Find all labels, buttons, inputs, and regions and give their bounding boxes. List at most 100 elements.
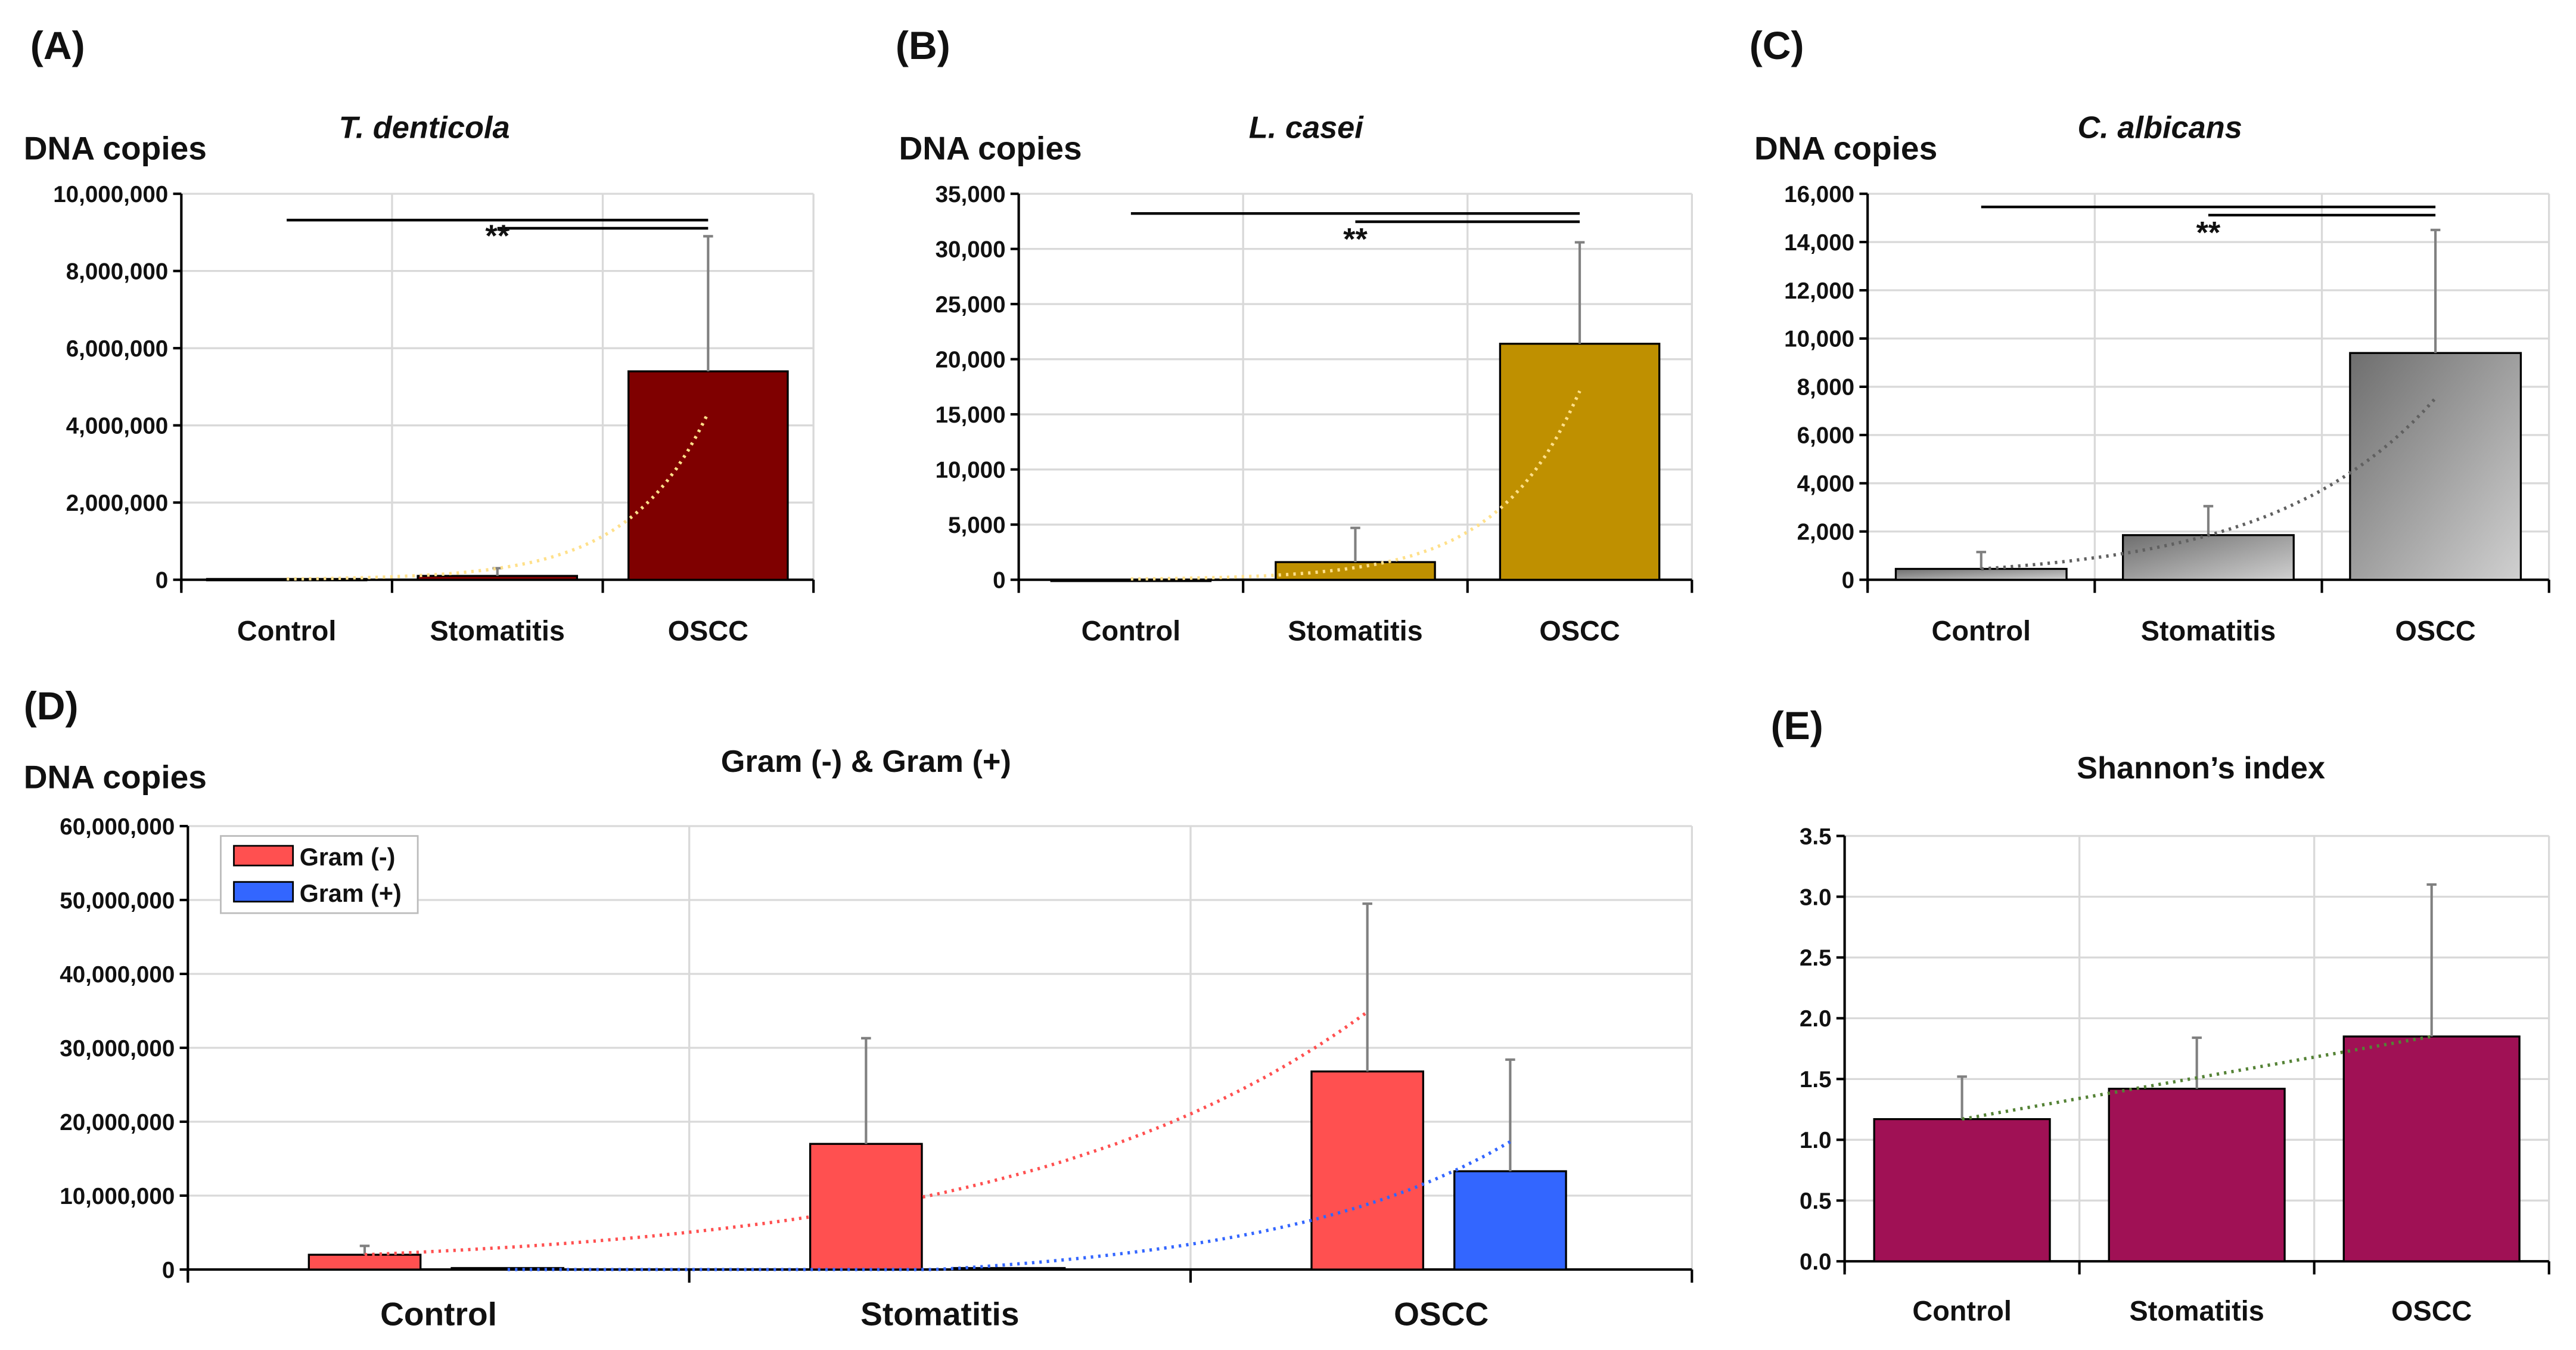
y-tick-label: 14,000 bbox=[1784, 230, 1854, 256]
y-axis-label: DNA copies bbox=[24, 759, 207, 796]
chart-e: 0.0 0.5 1.0 1.5 2.0 2.5 3.0 3.5 Control Stomatiti… bbox=[1771, 704, 2550, 1326]
x-tick-label: Stomatitis bbox=[430, 616, 565, 647]
legend-swatch bbox=[233, 881, 294, 903]
bar bbox=[1499, 343, 1661, 581]
x-tick-label: Control bbox=[380, 1296, 497, 1333]
y-tick-label: 6,000,000 bbox=[66, 336, 169, 362]
trendline bbox=[1130, 390, 1581, 581]
y-tick-label: 35,000 bbox=[936, 182, 1006, 207]
y-tick-label: 10,000,000 bbox=[60, 1184, 175, 1209]
y-axis-label: DNA copies bbox=[1754, 129, 1937, 166]
bar bbox=[952, 1267, 1066, 1271]
y-tick-label: 4,000 bbox=[1797, 471, 1855, 497]
y-tick-label: 60,000,000 bbox=[60, 814, 175, 840]
y-tick-label: 5,000 bbox=[948, 513, 1006, 538]
y-tick-label: 3.0 bbox=[1800, 885, 1832, 910]
chart-title: L. casei bbox=[1249, 110, 1365, 145]
x-tick-label: Stomatitis bbox=[1288, 616, 1422, 647]
y-tick-label: 0.0 bbox=[1800, 1249, 1832, 1275]
y-tick-label: 30,000 bbox=[936, 237, 1006, 262]
bar bbox=[307, 1253, 422, 1271]
y-axis-label: DNA copies bbox=[24, 129, 207, 166]
chart-b: 0 5,000 10,000 15,000 20,000 25,000 30,000 35,0… bbox=[896, 24, 1693, 647]
significance-marker: ** bbox=[1343, 222, 1368, 257]
trendline bbox=[1981, 397, 2437, 571]
panel-label: (C) bbox=[1750, 24, 1804, 68]
y-tick-label: 2.5 bbox=[1800, 945, 1832, 971]
x-tick-label: Control bbox=[1932, 616, 2031, 647]
y-tick-label: 25,000 bbox=[936, 292, 1006, 318]
y-tick-label: 4,000,000 bbox=[66, 413, 169, 439]
y-tick-label: 8,000,000 bbox=[66, 259, 169, 284]
significance-marker: ** bbox=[485, 219, 509, 253]
bar bbox=[1894, 567, 2068, 581]
bar bbox=[1310, 1070, 1425, 1271]
y-tick-label: 20,000 bbox=[936, 347, 1006, 373]
y-tick-label: 0.5 bbox=[1800, 1188, 1832, 1214]
legend-label: Gram (+) bbox=[300, 880, 402, 907]
bar bbox=[627, 370, 789, 581]
chart-title: C. albicans bbox=[2077, 110, 2242, 145]
x-tick-label: Control bbox=[237, 616, 336, 647]
bar bbox=[1873, 1118, 2051, 1262]
chart-a: 0 2,000,000 4,000,000 6,000,000 8,000,000 10,… bbox=[24, 24, 815, 647]
y-tick-label: 12,000 bbox=[1784, 278, 1854, 304]
x-tick-label: Stomatitis bbox=[860, 1296, 1019, 1333]
y-tick-label: 15,000 bbox=[936, 402, 1006, 428]
bar bbox=[417, 575, 579, 581]
significance-marker: ** bbox=[2196, 216, 2221, 250]
y-axis-label: DNA copies bbox=[899, 129, 1082, 166]
trendline bbox=[1962, 1035, 2432, 1121]
y-tick-label: 2.0 bbox=[1800, 1006, 1832, 1032]
y-tick-label: 3.5 bbox=[1800, 824, 1832, 849]
y-tick-label: 20,000,000 bbox=[60, 1110, 175, 1135]
chart-title: Shannon’s index bbox=[2077, 751, 2325, 786]
panel-label: (A) bbox=[30, 24, 85, 68]
y-tick-label: 1.0 bbox=[1800, 1128, 1832, 1153]
x-tick-label: Stomatitis bbox=[2129, 1295, 2264, 1326]
x-tick-label: Control bbox=[1082, 616, 1180, 647]
y-tick-label: 1.5 bbox=[1800, 1067, 1832, 1093]
y-tick-label: 10,000,000 bbox=[53, 182, 168, 207]
y-tick-label: 50,000,000 bbox=[60, 888, 175, 914]
trendline bbox=[364, 1010, 1369, 1256]
legend-label: Gram (-) bbox=[300, 843, 396, 871]
y-tick-label: 10,000 bbox=[936, 457, 1006, 483]
y-tick-label: 6,000 bbox=[1797, 423, 1855, 449]
y-tick-label: 0 bbox=[162, 1258, 175, 1283]
panel-label: (D) bbox=[24, 684, 79, 728]
x-tick-label: OSCC bbox=[668, 616, 748, 647]
chart-title: T. denticola bbox=[339, 110, 510, 145]
y-tick-label: 2,000 bbox=[1797, 520, 1855, 545]
y-tick-label: 0 bbox=[156, 567, 168, 593]
chart-title: Gram (-) & Gram (+) bbox=[721, 744, 1011, 779]
bar bbox=[2349, 352, 2522, 581]
y-tick-label: 30,000,000 bbox=[60, 1036, 175, 1062]
y-tick-label: 0 bbox=[993, 567, 1005, 593]
x-tick-label: OSCC bbox=[2395, 616, 2475, 647]
y-tick-label: 8,000 bbox=[1797, 375, 1855, 401]
legend: Gram (-) Gram (+) bbox=[220, 835, 419, 914]
y-tick-label: 40,000,000 bbox=[60, 962, 175, 988]
panel-label: (E) bbox=[1771, 704, 1823, 748]
x-tick-label: OSCC bbox=[1539, 616, 1620, 647]
bar bbox=[2122, 534, 2295, 581]
bar bbox=[2342, 1035, 2521, 1262]
panel-label: (B) bbox=[896, 24, 950, 68]
bar bbox=[1275, 561, 1436, 581]
chart-c: 0 2,000 4,000 6,000 8,000 10,000 12,000 14,000 1… bbox=[1750, 24, 2550, 647]
y-tick-label: 10,000 bbox=[1784, 327, 1854, 352]
x-tick-label: Stomatitis bbox=[2141, 616, 2276, 647]
x-tick-label: OSCC bbox=[1394, 1296, 1489, 1333]
legend-swatch bbox=[233, 845, 294, 867]
y-tick-label: 16,000 bbox=[1784, 182, 1854, 207]
x-tick-label: Control bbox=[1912, 1295, 2011, 1326]
bar bbox=[1453, 1170, 1567, 1271]
bar bbox=[450, 1267, 565, 1271]
bar bbox=[2108, 1088, 2286, 1262]
chart-d: 0 10,000,000 20,000,000 30,000,000 40,000,00… bbox=[24, 684, 1693, 1333]
x-tick-label: OSCC bbox=[2391, 1295, 2472, 1326]
bar bbox=[206, 578, 368, 582]
y-tick-label: 0 bbox=[1842, 567, 1854, 593]
